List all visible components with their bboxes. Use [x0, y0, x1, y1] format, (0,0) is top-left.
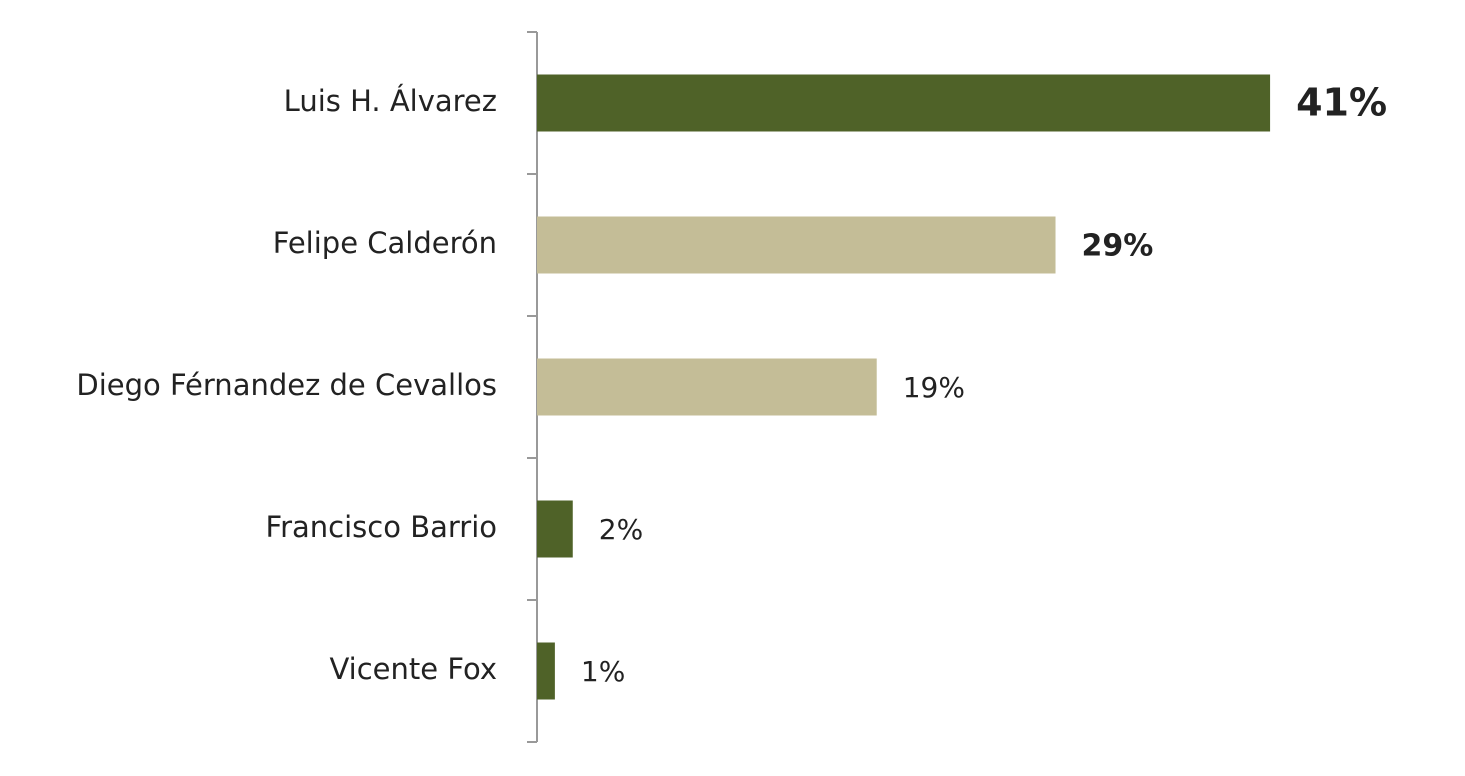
category-label: Francisco Barrio	[266, 510, 497, 544]
category-label: Luis H. Álvarez	[284, 84, 497, 118]
bar	[537, 500, 573, 558]
bar	[537, 74, 1271, 132]
bar	[537, 216, 1056, 274]
bar	[537, 358, 877, 416]
category-label: Diego Férnandez de Cevallos	[76, 368, 497, 402]
value-label: 1%	[581, 655, 625, 688]
value-label: 2%	[599, 513, 643, 546]
value-label: 29%	[1082, 229, 1154, 264]
category-label: Vicente Fox	[329, 652, 497, 686]
category-label: Felipe Calderón	[273, 226, 497, 260]
value-label: 19%	[903, 371, 965, 404]
bar	[537, 642, 555, 700]
value-label: 41%	[1296, 81, 1387, 125]
